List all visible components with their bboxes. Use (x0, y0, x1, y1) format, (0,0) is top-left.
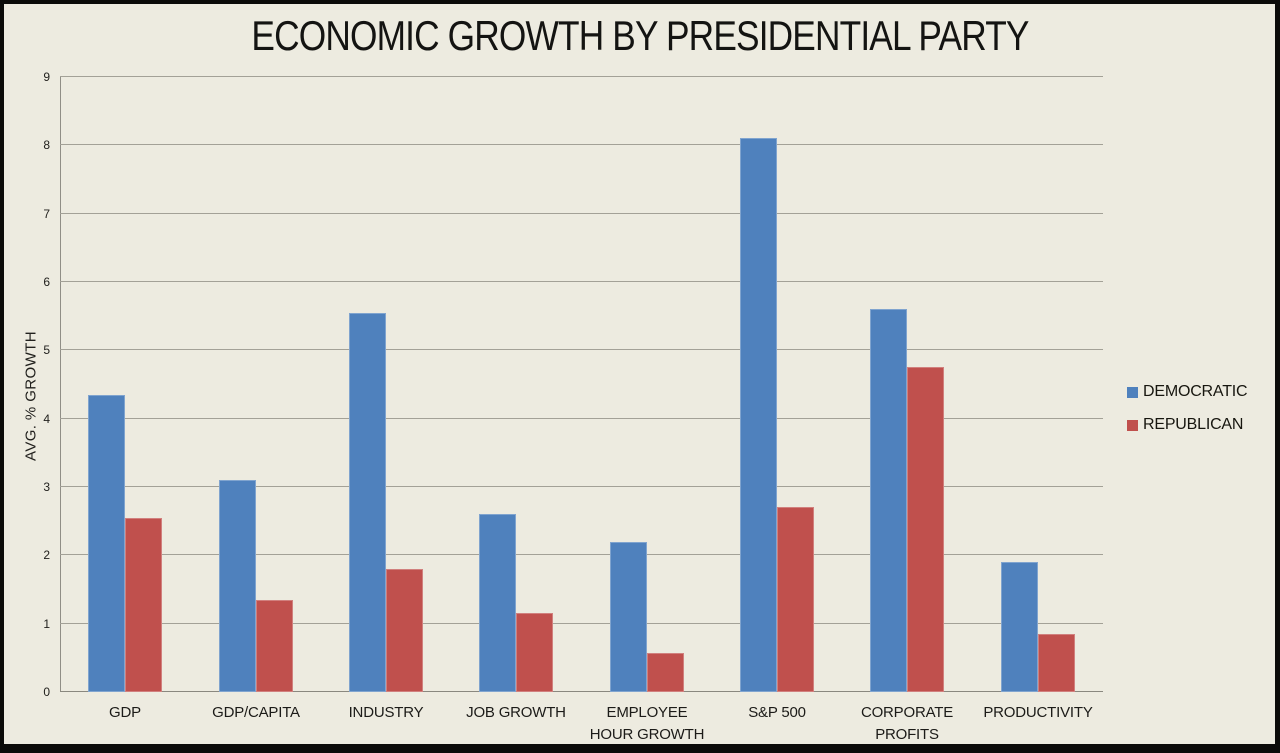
bar-democratic-s-p-500 (740, 138, 777, 692)
legend-item-republican: REPUBLICAN (1127, 416, 1243, 434)
bar-democratic-employee-hour-growth (610, 542, 647, 692)
x-category-label-industry: INDUSTRY (348, 704, 424, 721)
bar-republican-gdp (125, 518, 162, 692)
y-tick-label-4: 4 (43, 411, 50, 426)
x-category-label-corporate-profits: CORPORATE PROFITS (860, 704, 954, 743)
gridline-1 (60, 622, 1103, 624)
x-category-label-employee-hour-growth: EMPLOYEE HOUR GROWTH (589, 704, 705, 743)
bar-republican-industry (386, 569, 423, 692)
legend-swatch-democratic (1127, 386, 1138, 398)
gridline-6 (60, 281, 1103, 282)
chart-title: ECONOMIC GROWTH BY PRESIDENTIAL PARTY (251, 12, 1029, 59)
chart-border-bottom (0, 744, 1280, 753)
y-axis-line (60, 77, 61, 692)
legend-label-democratic: DEMOCRATIC (1143, 383, 1248, 400)
legend-swatch-republican (1127, 419, 1138, 431)
gridline-7 (60, 212, 1103, 214)
gridline-3 (60, 486, 1103, 487)
chart-border-left (0, 0, 4, 753)
bar-democratic-gdp (88, 395, 125, 692)
y-tick-label-7: 7 (43, 206, 50, 221)
x-category-label-productivity: PRODUCTIVITY (983, 704, 1093, 721)
bar-democratic-productivity (1001, 562, 1038, 692)
bar-republican-s-p-500 (777, 507, 814, 692)
gridline-9 (60, 76, 1103, 77)
bar-republican-employee-hour-growth (647, 653, 684, 692)
bar-democratic-gdp-capita (219, 480, 256, 692)
bar-democratic-corporate-profits (870, 309, 907, 692)
x-axis-line (60, 691, 1103, 692)
plot-area (60, 76, 1103, 692)
chart-border-right (1275, 0, 1280, 753)
x-category-label-gdp: GDP (109, 704, 141, 721)
gridline-4 (60, 417, 1103, 419)
bar-republican-productivity (1038, 634, 1075, 692)
y-tick-label-5: 5 (43, 343, 50, 358)
x-category-label-s-p-500: S&P 500 (748, 704, 806, 721)
y-tick-label-8: 8 (43, 138, 50, 153)
chart-border-top (0, 0, 1280, 4)
bar-republican-corporate-profits (907, 367, 944, 692)
gridline-5 (60, 349, 1103, 351)
y-tick-label-9: 9 (43, 70, 50, 84)
x-category-label-job-growth: JOB GROWTH (466, 704, 566, 721)
y-tick-label-6: 6 (43, 275, 50, 289)
bar-republican-job-growth (516, 613, 553, 692)
y-tick-label-1: 1 (43, 616, 50, 631)
bar-democratic-job-growth (479, 514, 516, 692)
bar-republican-gdp-capita (256, 600, 293, 692)
y-tick-label-2: 2 (43, 548, 50, 563)
y-tick-label-0: 0 (43, 685, 50, 699)
gridline-8 (60, 144, 1103, 146)
gridline-2 (60, 554, 1103, 556)
bar-democratic-industry (349, 313, 386, 692)
legend-label-republican: REPUBLICAN (1143, 416, 1244, 433)
y-tick-label-3: 3 (43, 480, 50, 494)
x-category-label-gdp-capita: GDP/CAPITA (212, 704, 300, 721)
legend-item-democratic: DEMOCRATIC (1127, 383, 1248, 401)
